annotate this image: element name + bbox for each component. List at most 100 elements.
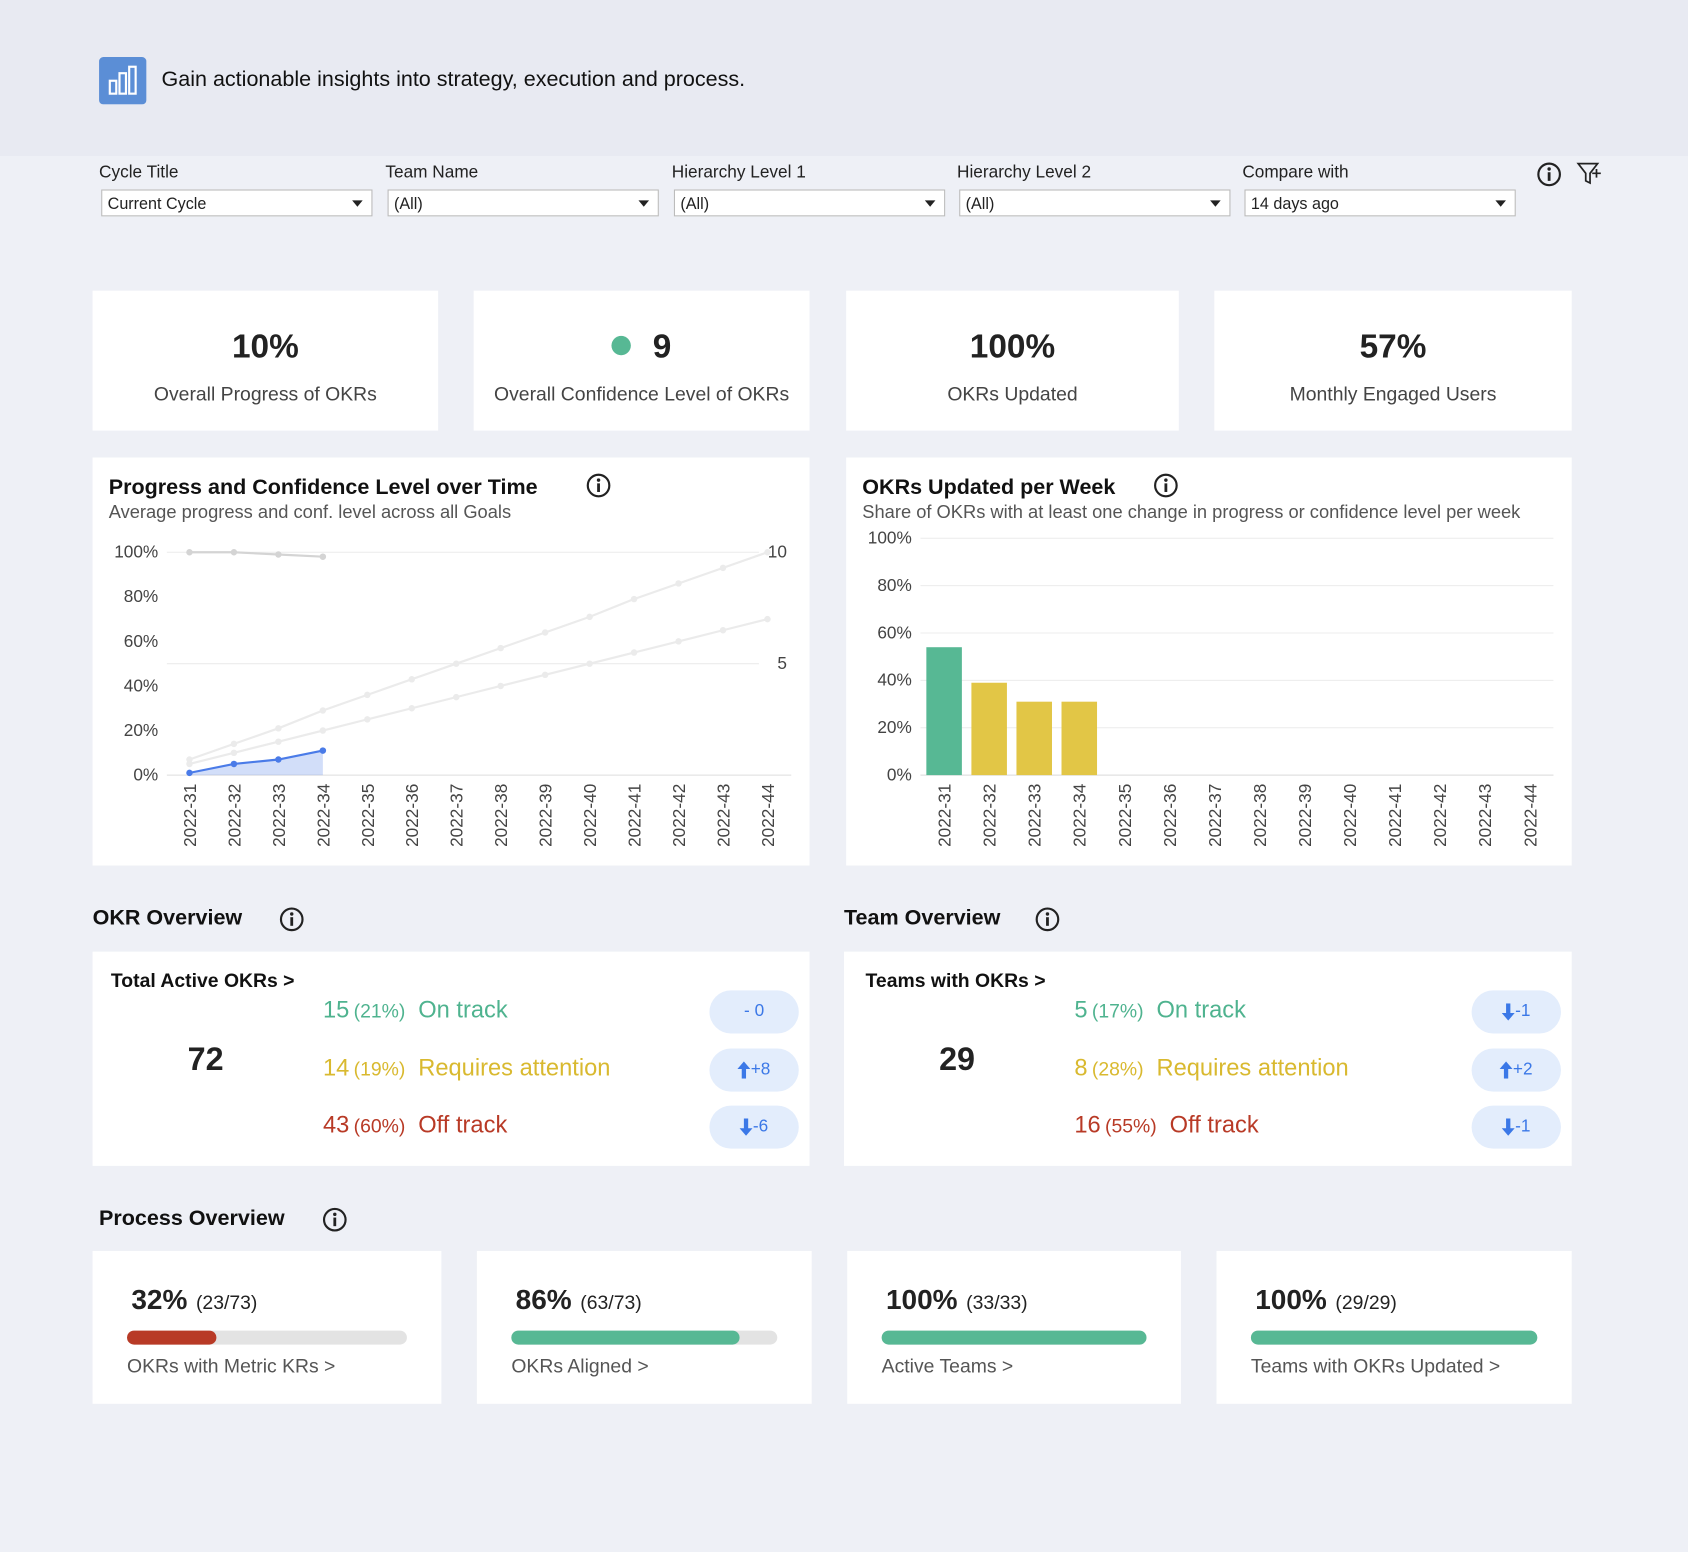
- total-value: 29: [939, 1042, 975, 1078]
- info-ring: [1537, 162, 1561, 187]
- filter-label: Team Name: [385, 163, 479, 182]
- filter-select[interactable]: (All): [673, 189, 946, 217]
- delta-pill[interactable]: -6: [709, 1105, 799, 1149]
- status-row: 16 (55%) Off track: [1074, 1111, 1258, 1139]
- status-row: 15 (21%) On track: [323, 996, 508, 1024]
- kpi-dot: [611, 335, 632, 356]
- filter-select[interactable]: Current Cycle: [101, 189, 373, 217]
- process-card: 32% (23/73) OKRs with Metric KRs >: [92, 1250, 442, 1404]
- kpi-card: 9 Overall Confidence Level of OKRs: [473, 290, 810, 431]
- filter-value: (All): [394, 194, 423, 214]
- filter-select[interactable]: (All): [387, 189, 659, 217]
- progress-fill: [127, 1330, 217, 1345]
- header-text: Gain actionable insights into strategy, …: [161, 67, 746, 92]
- kpi-card: 100% OKRs Updated: [846, 290, 1179, 431]
- status-label: Off track: [1169, 1110, 1259, 1138]
- process-detail: (23/73): [195, 1291, 258, 1314]
- delta-value: -1: [1515, 1002, 1531, 1021]
- trend-arrow: [1502, 1003, 1516, 1021]
- trend-arrow: [1502, 1118, 1516, 1136]
- filter-label: Hierarchy Level 1: [671, 163, 806, 182]
- status-row: 5 (17%) On track: [1074, 996, 1246, 1024]
- overview-card: Total Active OKRs > 72 15 (21%) On track - 0 1…: [92, 951, 810, 1166]
- filter-label: Hierarchy Level 2: [957, 163, 1092, 182]
- total-value: 72: [187, 1042, 224, 1078]
- progress-fill: [511, 1330, 741, 1345]
- process-link[interactable]: Active Teams >: [881, 1355, 1014, 1377]
- total-link[interactable]: Teams with OKRs >: [865, 969, 1046, 992]
- delta-value: +2: [1512, 1060, 1533, 1079]
- process-value: 32% (23/73): [131, 1283, 257, 1316]
- info-icon[interactable]: [1537, 162, 1561, 187]
- progress-fill: [881, 1330, 1147, 1345]
- filter-value: Current Cycle: [107, 194, 207, 214]
- process-percent: 86%: [515, 1283, 572, 1316]
- process-link[interactable]: Teams with OKRs Updated >: [1250, 1355, 1501, 1377]
- status-label: Off track: [418, 1110, 508, 1138]
- kpi-card: 10% Overall Progress of OKRs: [92, 290, 439, 431]
- kpi-value-row: 57%: [1214, 327, 1571, 366]
- progress-track: [881, 1330, 1147, 1345]
- info-ring: [1035, 907, 1060, 932]
- info-dot: [1547, 167, 1551, 171]
- kpi-value: 9: [652, 327, 672, 365]
- process-detail: (33/33): [966, 1291, 1028, 1314]
- delta-value: -1: [1515, 1117, 1531, 1136]
- status-row: 43 (60%) Off track: [323, 1111, 507, 1139]
- trend-arrow: [737, 1061, 751, 1079]
- filter-select[interactable]: (All): [959, 189, 1231, 217]
- kpi-value: 57%: [1359, 327, 1427, 365]
- process-link[interactable]: OKRs with Metric KRs >: [127, 1355, 336, 1377]
- info-bar: [1046, 917, 1049, 926]
- overview-card: Teams with OKRs > 29 5 (17%) On track -1 8 (28%…: [843, 951, 1572, 1166]
- kpi-card: 57% Monthly Engaged Users: [1214, 290, 1572, 431]
- process-percent: 32%: [131, 1283, 188, 1316]
- kpi-label: Overall Progress of OKRs: [153, 383, 377, 405]
- status-count: 15: [322, 995, 350, 1023]
- delta-pill[interactable]: - 0: [709, 990, 799, 1034]
- delta-value: -6: [752, 1117, 769, 1136]
- chart-card: [846, 457, 1572, 866]
- info-bar: [1547, 172, 1551, 181]
- process-value: 86% (63/73): [516, 1283, 642, 1316]
- kpi-label: OKRs Updated: [947, 383, 1078, 405]
- delta-pill[interactable]: -1: [1471, 1105, 1561, 1149]
- dropdown-arrow: [352, 200, 363, 207]
- status-label: On track: [418, 995, 508, 1023]
- info-icon[interactable]: [322, 1207, 347, 1232]
- progress-track: [1250, 1330, 1538, 1345]
- filter-icon[interactable]: [1576, 162, 1601, 185]
- info-icon[interactable]: [1035, 907, 1060, 932]
- info-dot: [290, 912, 294, 916]
- kpi-value: 100%: [969, 327, 1056, 365]
- process-percent: 100%: [1255, 1283, 1327, 1316]
- filter-value: (All): [965, 194, 995, 214]
- delta-pill[interactable]: -1: [1471, 990, 1561, 1034]
- section-title: Process Overview: [99, 1206, 285, 1231]
- delta-pill[interactable]: +2: [1471, 1048, 1561, 1092]
- header-icon: [99, 57, 147, 105]
- delta-pill[interactable]: +8: [709, 1048, 799, 1092]
- info-bar: [290, 917, 294, 926]
- header-band: [0, 0, 1688, 157]
- filter-select[interactable]: 14 days ago: [1244, 189, 1516, 217]
- status-label: Requires attention: [418, 1053, 611, 1081]
- filter-value: (All): [680, 194, 710, 214]
- process-detail: (29/29): [1335, 1291, 1397, 1314]
- info-icon[interactable]: [279, 907, 304, 932]
- trend-arrow: [739, 1118, 753, 1136]
- info-ring: [279, 907, 304, 932]
- status-count: 43: [322, 1110, 350, 1138]
- info-ring: [322, 1207, 347, 1232]
- status-label: Requires attention: [1156, 1053, 1349, 1081]
- total-link[interactable]: Total Active OKRs >: [110, 969, 295, 992]
- info-bar: [333, 1217, 337, 1227]
- dropdown-arrow: [924, 200, 936, 207]
- info-dot: [333, 1212, 337, 1217]
- process-link[interactable]: OKRs Aligned >: [511, 1355, 649, 1377]
- status-count: 8: [1074, 1053, 1088, 1081]
- dropdown-arrow: [638, 200, 650, 207]
- status-share: (55%): [1105, 1115, 1157, 1137]
